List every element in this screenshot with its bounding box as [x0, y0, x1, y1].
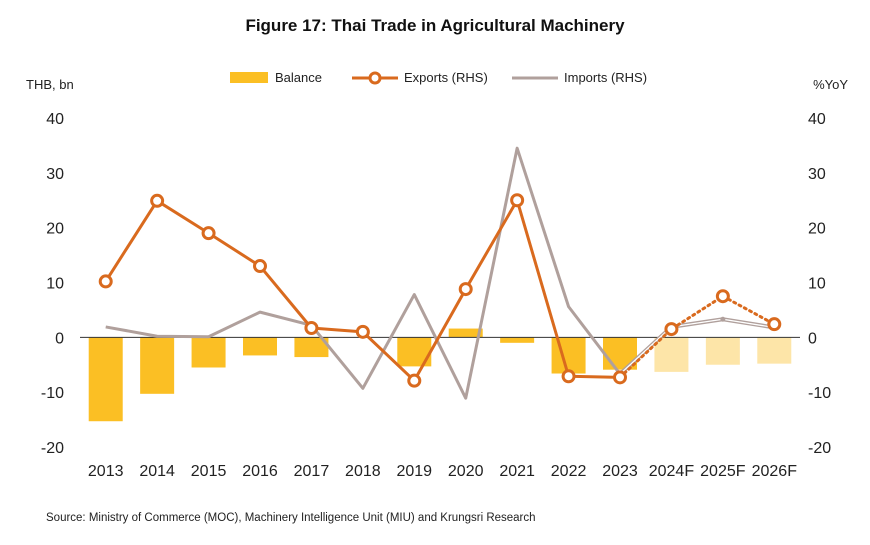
balance-bar — [654, 337, 689, 372]
exports-point — [201, 226, 216, 241]
legend-label-exports: Exports (RHS) — [404, 70, 488, 85]
legend-label-imports: Imports (RHS) — [564, 70, 648, 85]
balance-bar — [551, 337, 586, 374]
exports-point — [767, 317, 782, 332]
x-tick-label: 2017 — [294, 463, 330, 480]
left-tick-label: 30 — [46, 166, 64, 183]
exports-point — [510, 193, 525, 208]
balance-bar — [294, 337, 329, 358]
left-tick-label: 10 — [46, 276, 64, 293]
exports-point — [715, 289, 730, 304]
balance-bar — [140, 337, 175, 394]
exports-point — [458, 282, 473, 297]
left-tick-label: -10 — [41, 385, 64, 402]
exports-point — [304, 321, 319, 336]
legend-item-imports: Imports (RHS) — [512, 70, 647, 85]
exports-point — [98, 274, 113, 289]
x-tick-label: 2024F — [649, 463, 695, 480]
left-tick-label: 20 — [46, 221, 64, 238]
legend-item-balance: Balance — [230, 70, 322, 85]
x-tick-label: 2019 — [396, 463, 432, 480]
legend-label-balance: Balance — [275, 70, 322, 85]
legend-item-exports: Exports (RHS) — [352, 70, 488, 85]
exports-swatch — [352, 71, 398, 84]
x-tick-label: 2020 — [448, 463, 484, 480]
x-tick-label: 2016 — [242, 463, 278, 480]
right-tick-label: 0 — [808, 330, 817, 347]
source-note: Source: Ministry of Commerce (MOC), Mach… — [46, 512, 536, 524]
exports-point — [253, 259, 267, 274]
right-tick-label: -10 — [808, 385, 831, 402]
x-tick-label: 2023 — [602, 463, 638, 480]
x-tick-label: 2018 — [345, 463, 381, 480]
balance-bar — [757, 337, 792, 364]
right-tick-label: -20 — [808, 440, 831, 457]
right-axis-unit: %YoY — [813, 77, 848, 92]
balance-bar — [500, 337, 535, 343]
imports-line — [105, 146, 622, 400]
imports-forecast-point — [720, 316, 726, 322]
x-tick-label: 2021 — [499, 463, 535, 480]
x-tick-label: 2015 — [191, 463, 227, 480]
exports-point — [561, 369, 576, 384]
left-tick-label: 0 — [55, 330, 64, 347]
left-axis-unit: THB, bn — [26, 77, 74, 92]
chart-legend: Balance Exports (RHS) Imports (RHS) — [0, 70, 870, 90]
x-tick-label: 2013 — [88, 463, 124, 480]
balance-swatch — [230, 72, 268, 83]
balance-bar — [191, 337, 226, 368]
right-tick-label: 40 — [808, 111, 826, 128]
exports-point — [407, 373, 422, 388]
left-tick-label: 40 — [46, 111, 64, 128]
right-tick-label: 30 — [808, 166, 826, 183]
balance-bar — [705, 337, 740, 365]
x-tick-label: 2025F — [700, 463, 746, 480]
imports-forecast-inner — [619, 318, 775, 375]
exports-point — [664, 322, 679, 337]
balance-bar — [88, 337, 123, 422]
right-tick-label: 10 — [808, 276, 826, 293]
imports-swatch — [512, 76, 558, 79]
imports-forecast-line — [618, 317, 775, 376]
exports-point — [613, 370, 627, 385]
balance-bar — [448, 328, 483, 338]
x-tick-label: 2022 — [551, 463, 587, 480]
x-tick-label: 2026F — [752, 463, 798, 480]
balance-bar — [243, 337, 277, 356]
chart-title: Figure 17: Thai Trade in Agricultural Ma… — [245, 16, 625, 35]
exports-point — [150, 193, 165, 208]
x-tick-label: 2014 — [139, 463, 175, 480]
right-tick-label: 20 — [808, 221, 826, 238]
exports-point — [355, 324, 370, 339]
left-tick-label: -20 — [41, 440, 64, 457]
exports-forecast-line — [618, 294, 776, 379]
